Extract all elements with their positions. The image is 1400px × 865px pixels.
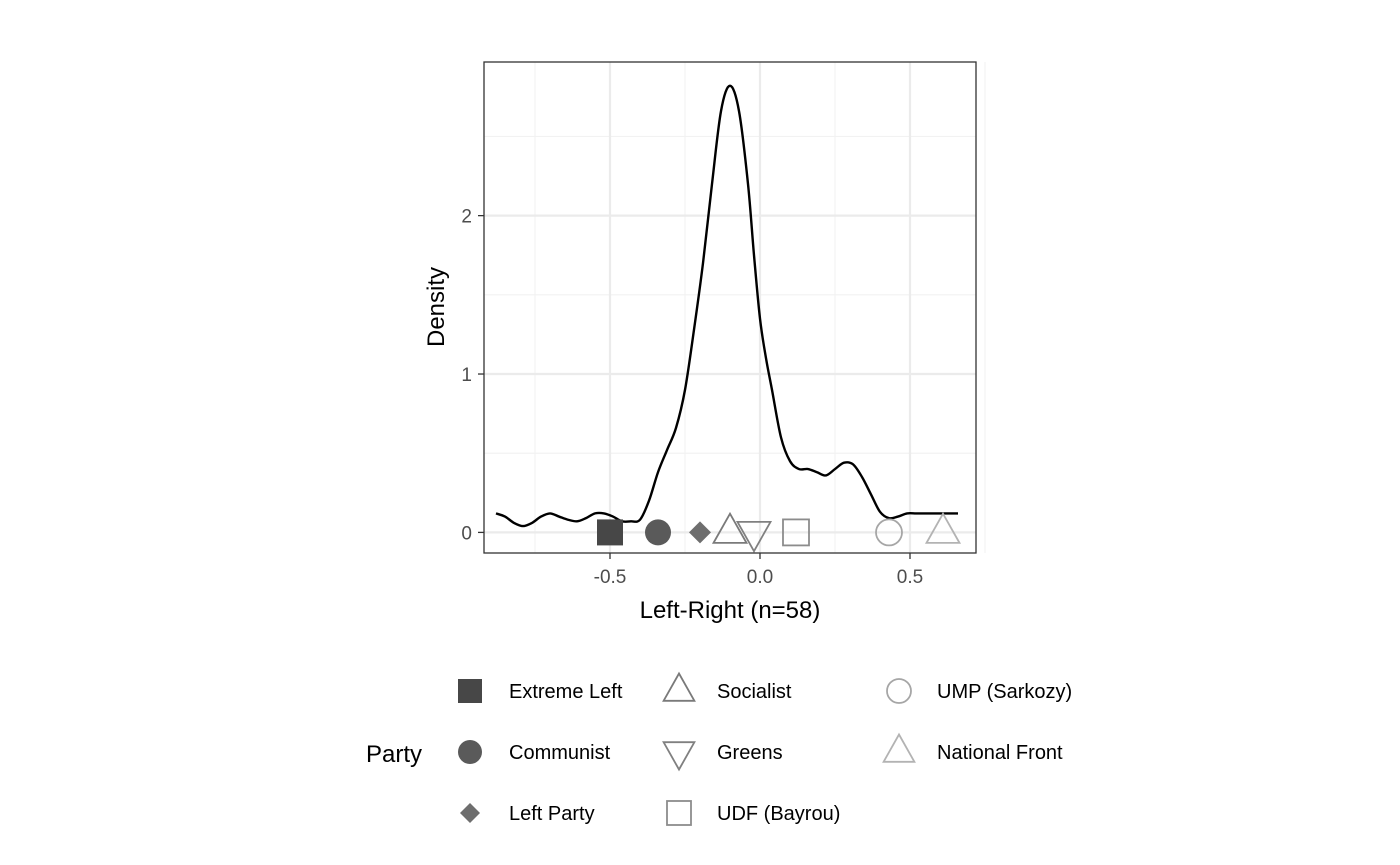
- legend-label: UMP (Sarkozy): [937, 681, 1072, 703]
- legend-key: [882, 732, 916, 763]
- legend: Party Extreme Left Communist Left Party Soc…: [366, 671, 1072, 826]
- party-marker: [782, 518, 810, 547]
- y-tick-label: 1: [461, 365, 472, 386]
- legend-label: Left Party: [509, 803, 595, 825]
- legend-key: [666, 800, 692, 826]
- party-marker: [711, 511, 749, 544]
- party-marker: [735, 521, 773, 553]
- legend-key: [458, 740, 482, 764]
- party-markers: [597, 511, 962, 553]
- legend-label: Communist: [509, 742, 611, 764]
- party-marker: [645, 519, 671, 546]
- legend-key: [460, 803, 480, 823]
- party-marker: [597, 519, 623, 546]
- party-marker: [924, 511, 962, 544]
- legend-label: UDF (Bayrou): [717, 803, 840, 825]
- legend-label: Extreme Left: [509, 681, 623, 703]
- legend-title: Party: [366, 741, 422, 768]
- legend-key: [662, 671, 696, 702]
- density-curve: [495, 84, 958, 528]
- y-tick-label: 2: [461, 207, 472, 228]
- plot-panel-background: [484, 62, 976, 553]
- y-tick-label: 0: [461, 523, 472, 544]
- x-tick-label: 0.5: [897, 567, 923, 588]
- x-axis-title: Left-Right (n=58): [640, 597, 821, 624]
- x-axis: -0.5 0.0 0.5: [594, 553, 923, 588]
- minor-gridlines: [484, 62, 986, 553]
- party-marker: [875, 518, 903, 547]
- x-tick-label: -0.5: [594, 567, 627, 588]
- legend-label: Greens: [717, 742, 783, 764]
- legend-key: [662, 741, 696, 772]
- legend-label: Socialist: [717, 681, 792, 703]
- party-marker: [689, 521, 711, 544]
- legend-key: [458, 679, 482, 703]
- plot-panel-border: [483, 61, 977, 554]
- legend-key: [886, 678, 912, 704]
- y-axis: 0 1 2: [461, 207, 484, 544]
- y-axis-title: Density: [423, 267, 450, 347]
- legend-label: National Front: [937, 742, 1063, 764]
- x-tick-label: 0.0: [747, 567, 773, 588]
